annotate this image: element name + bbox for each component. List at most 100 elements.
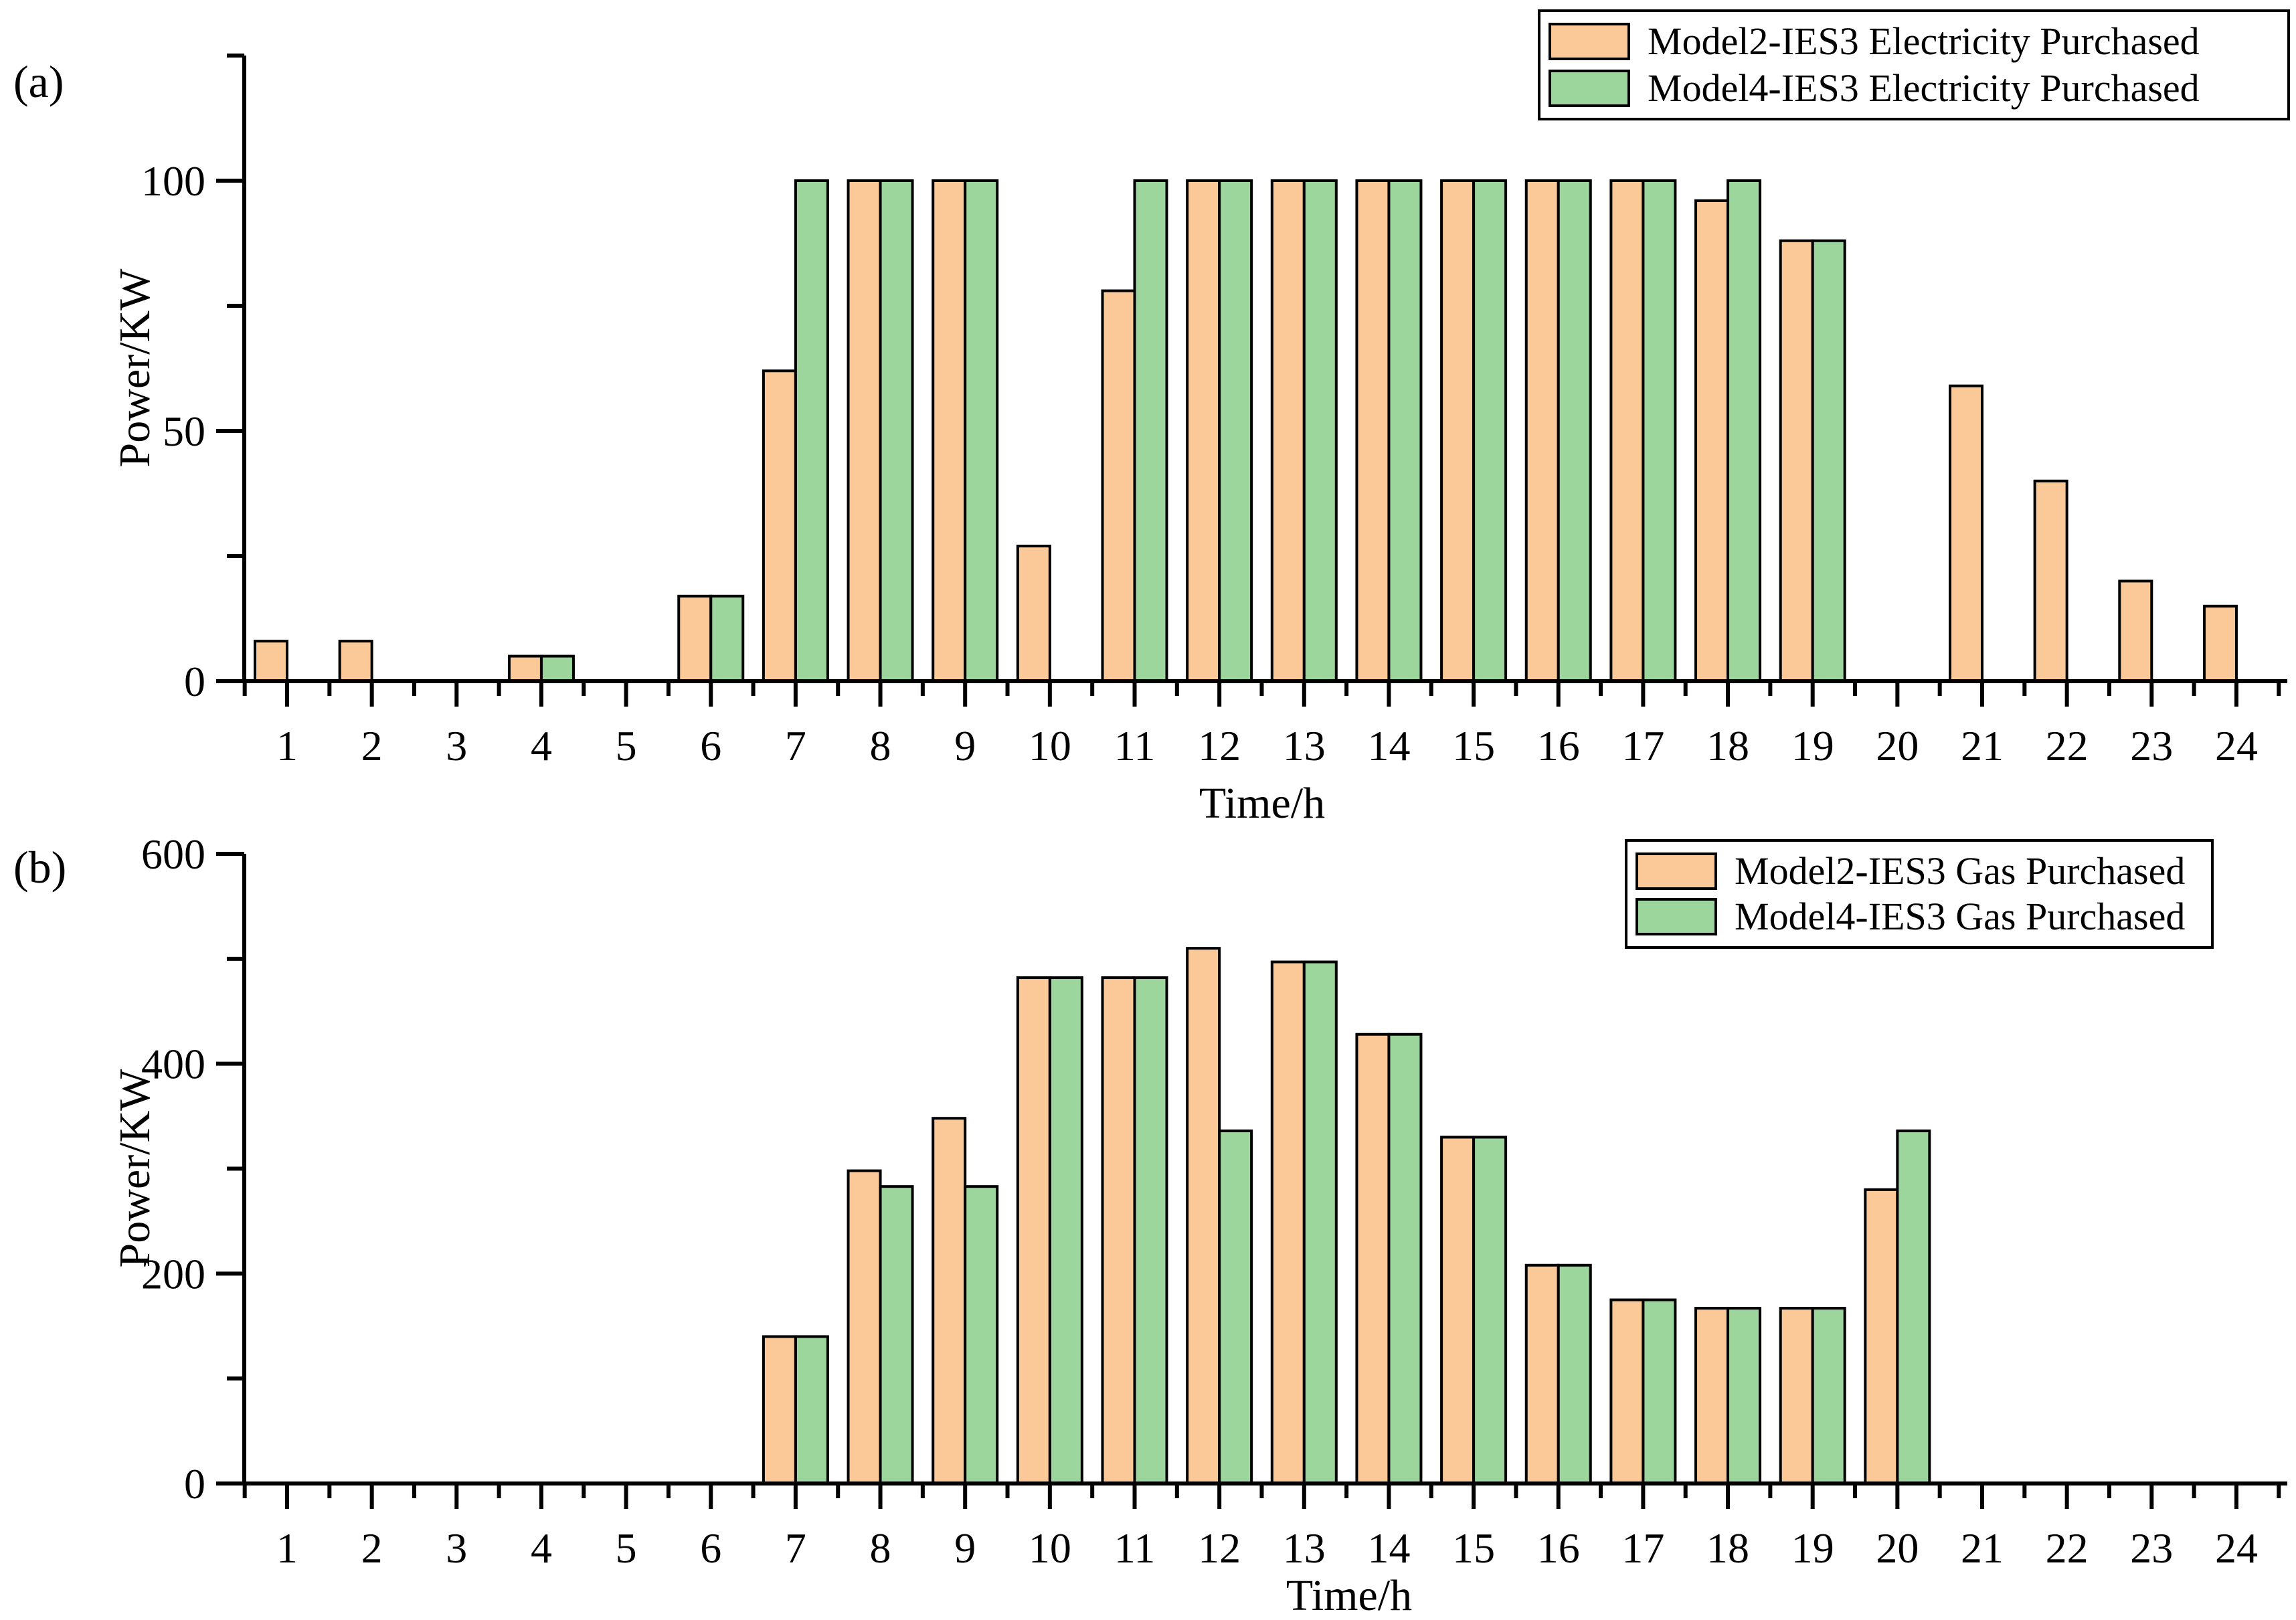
bar [1016, 545, 1051, 683]
bar [794, 179, 829, 683]
bar [1727, 1307, 1762, 1486]
bar [1642, 179, 1677, 683]
bar [1133, 976, 1168, 1485]
x-tick-label: 14 [1367, 1524, 1410, 1572]
x-tick-label: 1 [276, 1524, 298, 1572]
y-tick-label: 100 [141, 157, 205, 205]
bar [1524, 1263, 1560, 1485]
x-tick-label: 24 [2215, 722, 2258, 770]
x-tick-label: 24 [2215, 1524, 2258, 1572]
x-tick-label: 9 [954, 1524, 976, 1572]
x-tick-label: 23 [2130, 1524, 2173, 1572]
y-tick-label: 200 [141, 1250, 205, 1297]
x-tick-label: 19 [1791, 1524, 1834, 1572]
legend-electricity: Model2-IES3 Electricity Purchased Model4… [1538, 9, 2290, 120]
bar [1048, 976, 1083, 1485]
legend-label-model4-gas: Model4-IES3 Gas Purchased [1735, 895, 2186, 939]
x-tick-label: 3 [446, 722, 467, 770]
x-tick-label: 13 [1283, 722, 1326, 770]
x-tick-label: 7 [785, 722, 806, 770]
y-tick-label: 0 [184, 658, 205, 705]
bar [1694, 199, 1730, 683]
bar [1609, 179, 1645, 683]
bar [2033, 479, 2068, 683]
legend-swatch-model4 [1549, 69, 1630, 107]
bar [1270, 179, 1306, 683]
bar [1440, 1136, 1476, 1485]
bar [932, 1117, 967, 1485]
x-tick-label: 18 [1706, 722, 1749, 770]
x-tick-label: 10 [1029, 722, 1071, 770]
bar [539, 654, 575, 683]
bar [2202, 604, 2238, 683]
x-axis-title-a: Time/h [1199, 779, 1326, 828]
bar [1101, 289, 1136, 683]
x-tick-label: 1 [276, 722, 298, 770]
bar [1557, 179, 1592, 683]
y-axis-title-a: Power/KW [110, 268, 159, 468]
bar [1727, 179, 1762, 683]
y-tick-label: 50 [163, 408, 205, 455]
bar [1101, 976, 1136, 1485]
bar [2118, 579, 2153, 683]
bar [1609, 1298, 1645, 1485]
bar [932, 179, 967, 683]
x-tick-label: 15 [1452, 1524, 1495, 1572]
bar [762, 1335, 797, 1486]
legend-label-model2-gas: Model2-IES3 Gas Purchased [1735, 848, 2186, 893]
bar [964, 179, 999, 683]
legend-label-model2-electricity: Model2-IES3 Electricity Purchased [1648, 19, 2200, 64]
x-tick-label: 2 [361, 1524, 383, 1572]
bar [879, 179, 914, 683]
legend-row-model4: Model4-IES3 Gas Purchased [1636, 897, 2203, 936]
x-tick-label: 18 [1706, 1524, 1749, 1572]
bar [254, 640, 288, 683]
legend-label-model4-electricity: Model4-IES3 Electricity Purchased [1648, 66, 2200, 110]
bar [1440, 179, 1476, 683]
bar [1811, 239, 1846, 683]
bar [1524, 179, 1560, 683]
x-tick-label: 16 [1537, 722, 1580, 770]
bar [1218, 179, 1253, 683]
x-tick-label: 6 [700, 1524, 721, 1572]
x-tick-label: 4 [531, 1524, 552, 1572]
legend-row-model2: Model2-IES3 Gas Purchased [1636, 848, 2203, 893]
y-tick-label: 600 [141, 830, 205, 878]
x-tick-label: 4 [531, 722, 552, 770]
x-tick-label: 9 [954, 722, 976, 770]
bar [879, 1185, 914, 1485]
x-tick-label: 3 [446, 1524, 467, 1572]
x-tick-label: 23 [2130, 722, 2173, 770]
bar [1302, 960, 1338, 1485]
x-tick-label: 7 [785, 1524, 806, 1572]
x-tick-label: 14 [1367, 722, 1410, 770]
bar [964, 1185, 999, 1485]
x-tick-label: 16 [1537, 1524, 1580, 1572]
bar [1779, 239, 1814, 683]
y-axis-title-b: Power/KW [110, 1069, 159, 1268]
x-tick-label: 20 [1876, 722, 1919, 770]
legend-swatch-model2 [1549, 23, 1630, 61]
bar [1270, 960, 1306, 1485]
panel-label-a: (a) [13, 56, 64, 107]
legend-row-model4: Model4-IES3 Electricity Purchased [1549, 66, 2279, 110]
x-tick-label: 8 [870, 722, 891, 770]
bar [794, 1335, 829, 1486]
x-tick-label: 6 [700, 722, 721, 770]
y-axis-ticks: 0 200 400 600 [141, 830, 244, 1508]
bar [1864, 1188, 1899, 1486]
bar [1387, 179, 1423, 683]
x-tick-label: 8 [870, 1524, 891, 1572]
x-axis-ticks: 1 2 3 4 5 6 7 8 9 10 11 12 13 14 15 16 17 18 19 20 21 22 23 24 [242, 681, 2281, 770]
bar [1355, 1032, 1391, 1485]
legend-swatch-model4 [1636, 898, 1717, 936]
bar [1779, 1307, 1814, 1486]
bar [709, 594, 745, 683]
x-tick-label: 22 [2046, 722, 2089, 770]
bar [1355, 179, 1391, 683]
bar [1642, 1298, 1677, 1485]
legend-gas: Model2-IES3 Gas Purchased Model4-IES3 Ga… [1625, 839, 2214, 949]
